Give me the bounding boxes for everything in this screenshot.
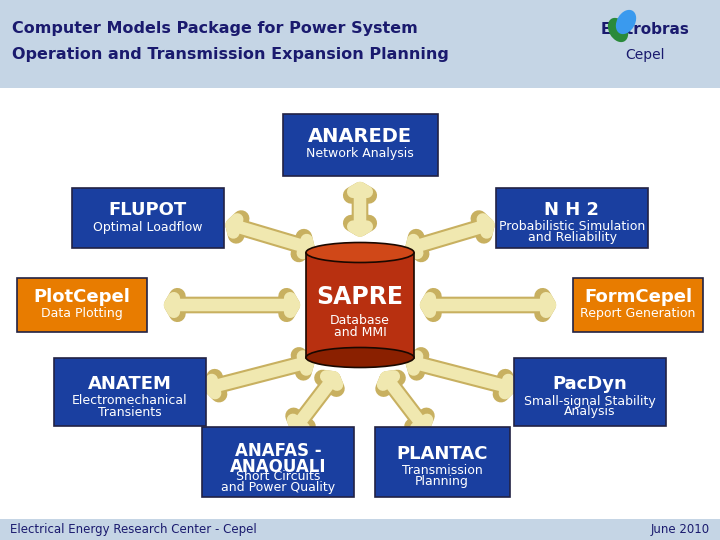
Text: PacDyn: PacDyn xyxy=(553,375,627,393)
Ellipse shape xyxy=(306,242,414,262)
Text: June 2010: June 2010 xyxy=(651,523,710,536)
Text: Network Analysis: Network Analysis xyxy=(306,147,414,160)
Text: N H 2: N H 2 xyxy=(544,201,600,219)
Text: Report Generation: Report Generation xyxy=(580,307,696,321)
FancyBboxPatch shape xyxy=(496,188,648,248)
Text: Optimal Loadflow: Optimal Loadflow xyxy=(94,220,203,233)
Ellipse shape xyxy=(306,348,414,368)
Text: Transients: Transients xyxy=(98,406,162,419)
Text: and Power Quality: and Power Quality xyxy=(221,481,335,494)
Text: and MMI: and MMI xyxy=(333,327,387,340)
Text: Eletrobras: Eletrobras xyxy=(600,23,690,37)
FancyBboxPatch shape xyxy=(374,427,510,497)
Text: Analysis: Analysis xyxy=(564,406,616,419)
Text: Electrical Energy Research Center - Cepel: Electrical Energy Research Center - Cepe… xyxy=(10,523,257,536)
Text: Planning: Planning xyxy=(415,476,469,489)
Text: Short Circuits: Short Circuits xyxy=(236,469,320,483)
Text: Small-signal Stability: Small-signal Stability xyxy=(524,395,656,408)
Text: FLUPOT: FLUPOT xyxy=(109,201,187,219)
FancyBboxPatch shape xyxy=(72,188,224,248)
Text: ANAREDE: ANAREDE xyxy=(308,127,412,146)
Ellipse shape xyxy=(608,18,628,42)
Text: Computer Models Package for Power System: Computer Models Package for Power System xyxy=(12,21,418,36)
Text: Transmission: Transmission xyxy=(402,464,482,477)
Bar xyxy=(0,519,720,540)
Text: SAPRE: SAPRE xyxy=(317,285,403,309)
Text: and Reliability: and Reliability xyxy=(528,232,616,245)
FancyBboxPatch shape xyxy=(202,427,354,497)
Text: PLANTAC: PLANTAC xyxy=(396,445,487,463)
FancyBboxPatch shape xyxy=(282,114,438,176)
FancyBboxPatch shape xyxy=(514,358,666,426)
Text: Operation and Transmission Expansion Planning: Operation and Transmission Expansion Pla… xyxy=(12,48,449,63)
Text: Electromechanical: Electromechanical xyxy=(72,395,188,408)
Text: FormCepel: FormCepel xyxy=(584,288,692,306)
Text: ANAOUALI: ANAOUALI xyxy=(230,458,326,476)
Text: ANATEM: ANATEM xyxy=(88,375,172,393)
Text: PlotCepel: PlotCepel xyxy=(34,288,130,306)
Bar xyxy=(306,253,414,357)
Text: ANAFAS -: ANAFAS - xyxy=(235,442,321,460)
Text: Probabilistic Simulation: Probabilistic Simulation xyxy=(499,220,645,233)
Bar xyxy=(0,0,720,88)
Text: Data Plotting: Data Plotting xyxy=(41,307,123,321)
FancyBboxPatch shape xyxy=(573,278,703,332)
FancyBboxPatch shape xyxy=(54,358,206,426)
FancyBboxPatch shape xyxy=(17,278,147,332)
Text: Cepel: Cepel xyxy=(625,48,665,62)
Text: Database: Database xyxy=(330,314,390,327)
Ellipse shape xyxy=(616,10,636,34)
